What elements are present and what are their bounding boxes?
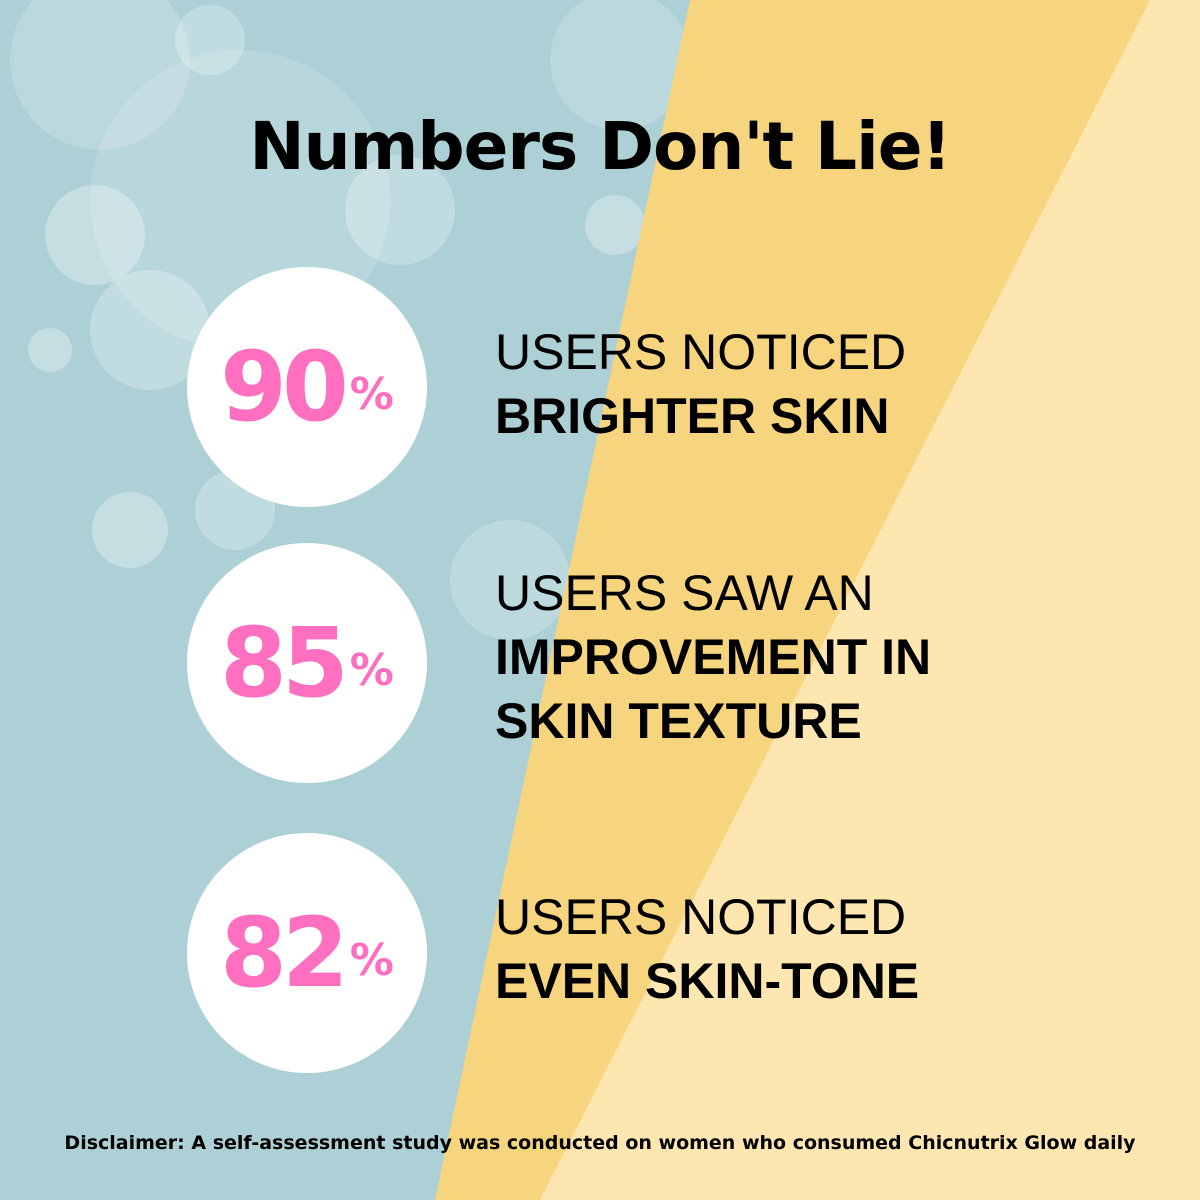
stat-line: USERS NOTICED	[495, 889, 907, 945]
stat-value: 82	[220, 897, 349, 1009]
stat-line: USERS SAW AN	[495, 565, 874, 621]
stat-circle-1: 90%	[187, 267, 427, 507]
stat-unit: %	[349, 934, 394, 986]
stat-text-1: USERS NOTICED BRIGHTER SKIN	[495, 320, 906, 448]
stat-unit: %	[349, 368, 394, 420]
stat-line-bold: BRIGHTER SKIN	[495, 388, 890, 444]
stat-text-3: USERS NOTICED EVEN SKIN-TONE	[495, 885, 919, 1013]
stat-line: USERS NOTICED	[495, 324, 907, 380]
stat-circle-2: 85%	[187, 543, 427, 783]
stat-value: 90	[220, 331, 349, 443]
bokeh-bubbles	[10, 0, 690, 640]
page-title: Numbers Don't Lie!	[249, 108, 951, 185]
stat-text-2: USERS SAW AN IMPROVEMENT IN SKIN TEXTURE	[495, 561, 931, 753]
stat-line-bold: EVEN SKIN-TONE	[495, 953, 920, 1009]
stat-value: 85	[220, 607, 349, 719]
disclaimer: Disclaimer: A self-assessment study was …	[64, 1132, 1136, 1154]
stat-unit: %	[349, 644, 394, 696]
stat-circle-3: 82%	[187, 833, 427, 1073]
stat-line-bold: IMPROVEMENT IN	[495, 629, 932, 685]
stat-line-bold: SKIN TEXTURE	[495, 693, 862, 749]
